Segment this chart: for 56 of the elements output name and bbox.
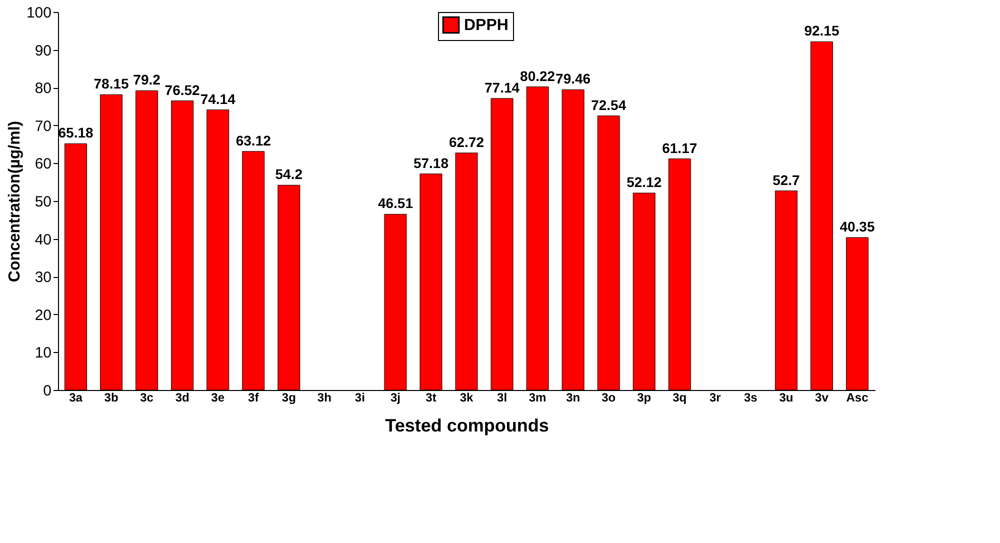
data-label: 72.54 xyxy=(591,96,626,113)
x-tick-label: 3h xyxy=(317,390,332,404)
y-tick-label: 20 xyxy=(34,306,52,324)
data-label: 80.22 xyxy=(520,68,556,84)
data-label: 79.46 xyxy=(556,70,591,87)
data-label: 76.52 xyxy=(164,82,200,98)
data-label: 52.7 xyxy=(772,172,800,188)
y-axis-title: Concentration(µg/ml) xyxy=(6,120,24,282)
y-tick-label: 10 xyxy=(34,344,52,362)
data-label: 57.18 xyxy=(413,154,449,171)
x-tick-label: 3a xyxy=(69,390,83,404)
data-label: 92.15 xyxy=(804,22,840,39)
x-tick-label: 3v xyxy=(815,390,829,404)
data-label: 79.2 xyxy=(133,72,161,88)
x-tick-label: 3e xyxy=(211,390,225,404)
legend-label: DPPH xyxy=(464,17,508,34)
x-tick-label: 3p xyxy=(637,390,652,404)
x-tick-label: 3l xyxy=(497,390,508,404)
data-label: 62.72 xyxy=(448,134,484,150)
x-tick-label: 3j xyxy=(390,390,400,404)
y-tick-label: 0 xyxy=(43,382,52,400)
y-tick-label: 30 xyxy=(34,269,52,286)
x-tick-label: 3t xyxy=(426,390,436,404)
y-tick-label: 100 xyxy=(26,4,52,22)
x-tick-label: 3d xyxy=(175,390,190,404)
data-label: 65.18 xyxy=(58,124,94,141)
x-tick-label: 3k xyxy=(460,390,474,404)
data-label: 78.15 xyxy=(94,76,130,92)
x-tick-label: 3s xyxy=(744,390,758,404)
data-label: 61.17 xyxy=(662,140,698,156)
y-tick-label: 40 xyxy=(34,231,52,248)
data-label: 40.35 xyxy=(840,218,875,234)
x-tick-label: 3q xyxy=(672,390,687,404)
y-tick-label: 70 xyxy=(34,118,52,135)
x-tick-label: 3o xyxy=(602,390,616,404)
data-label: 74.14 xyxy=(200,90,236,107)
data-label: 52.12 xyxy=(626,174,662,190)
x-tick-label: 3f xyxy=(248,390,260,404)
x-tick-label: 3c xyxy=(140,390,154,404)
y-tick-label: 80 xyxy=(34,80,52,98)
x-tick-label: 3u xyxy=(779,390,794,404)
x-tick-label: 3g xyxy=(282,390,296,404)
x-tick-label: 3r xyxy=(709,390,722,404)
x-tick-label: 3n xyxy=(566,390,580,404)
y-tick-label: 60 xyxy=(34,156,52,173)
data-label: 77.14 xyxy=(484,79,520,96)
data-label: 54.2 xyxy=(275,166,303,182)
x-tick-label: 3i xyxy=(354,390,365,404)
x-tick-label: 3b xyxy=(104,390,118,404)
data-label: 46.51 xyxy=(378,195,414,212)
y-tick-label: 90 xyxy=(34,42,52,60)
data-label: 63.12 xyxy=(236,132,272,148)
x-tick-label: 3m xyxy=(528,390,546,404)
y-tick-label: 50 xyxy=(34,194,52,210)
x-axis-title: Tested compounds xyxy=(385,416,549,436)
x-tick-label: Asc xyxy=(846,390,869,404)
